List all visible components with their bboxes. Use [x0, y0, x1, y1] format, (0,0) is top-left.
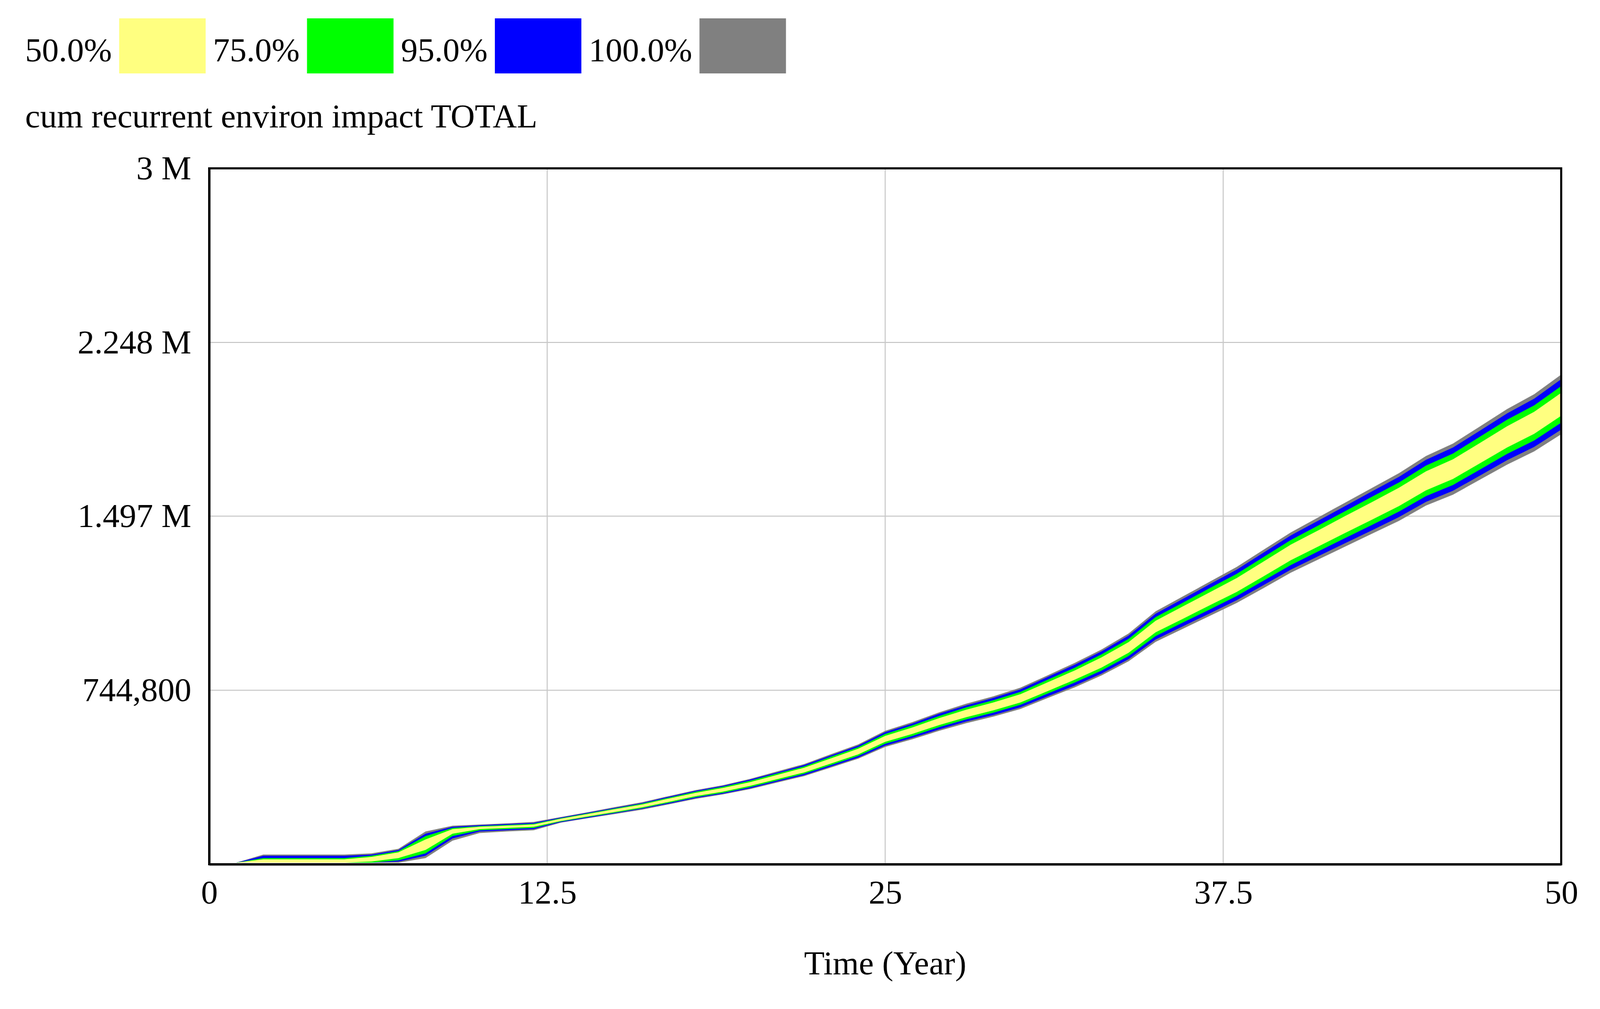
x-tick: 12.5 [517, 863, 577, 911]
grid-line [208, 168, 210, 864]
x-tick: 25 [868, 863, 903, 911]
y-tick-label: 2.248 M [77, 323, 192, 361]
confidence-band [209, 392, 1562, 863]
grid-line [1222, 168, 1224, 864]
y-tick-label: 1.497 M [77, 496, 192, 535]
y-tick: 744,800 [82, 671, 210, 709]
y-tick: 2.248 M [77, 323, 210, 361]
x-tick: 50 [1544, 863, 1579, 911]
x-tick-label: 50 [1544, 873, 1579, 911]
legend-swatch [494, 18, 582, 74]
legend-label: 75.0% [212, 31, 300, 69]
x-tick-label: 25 [868, 873, 903, 911]
chart: 50.0% 75.0% 95.0% 100.0% cum recurrent envir… [0, 0, 1600, 1009]
legend-label: 100.0% [588, 31, 693, 69]
x-tick: 0 [201, 863, 219, 911]
confidence-band [209, 385, 1562, 863]
grid-line [546, 168, 548, 864]
legend-swatch [307, 18, 394, 74]
plot-background [209, 168, 1562, 864]
x-tick: 37.5 [1194, 863, 1253, 911]
y-tick: 3 M [136, 149, 210, 187]
x-axis-line [209, 863, 1562, 866]
x-axis-title: Time (Year) [804, 944, 967, 982]
confidence-band [209, 374, 1562, 863]
x-tick-label: 0 [201, 873, 219, 911]
x-tick-label: 12.5 [517, 873, 577, 911]
grid [209, 168, 1562, 864]
legend-swatch [699, 18, 786, 74]
legend-label: 50.0% [25, 31, 112, 69]
legend-label: 95.0% [401, 31, 488, 69]
plot-frame [209, 168, 1562, 864]
y-tick-label: 744,800 [82, 671, 192, 709]
plot: 744,800 1.497 M 2.248 M 3 M 0 12.5 25 37.5 50 Tim… [77, 149, 1578, 982]
y-axis-line [208, 168, 211, 865]
x-axis: 0 12.5 25 37.5 50 [201, 863, 1579, 911]
y-tick: 1.497 M [77, 496, 210, 535]
title: cum recurrent environ impact TOTAL [25, 97, 538, 135]
legend: 50.0% 75.0% 95.0% 100.0% [25, 18, 786, 74]
legend-swatch [119, 18, 206, 74]
grid-line [884, 168, 886, 864]
bands [209, 374, 1562, 863]
confidence-band [209, 379, 1562, 863]
y-tick-label: 3 M [136, 149, 192, 187]
y-axis: 744,800 1.497 M 2.248 M 3 M [77, 149, 210, 865]
x-tick-label: 37.5 [1194, 873, 1253, 911]
